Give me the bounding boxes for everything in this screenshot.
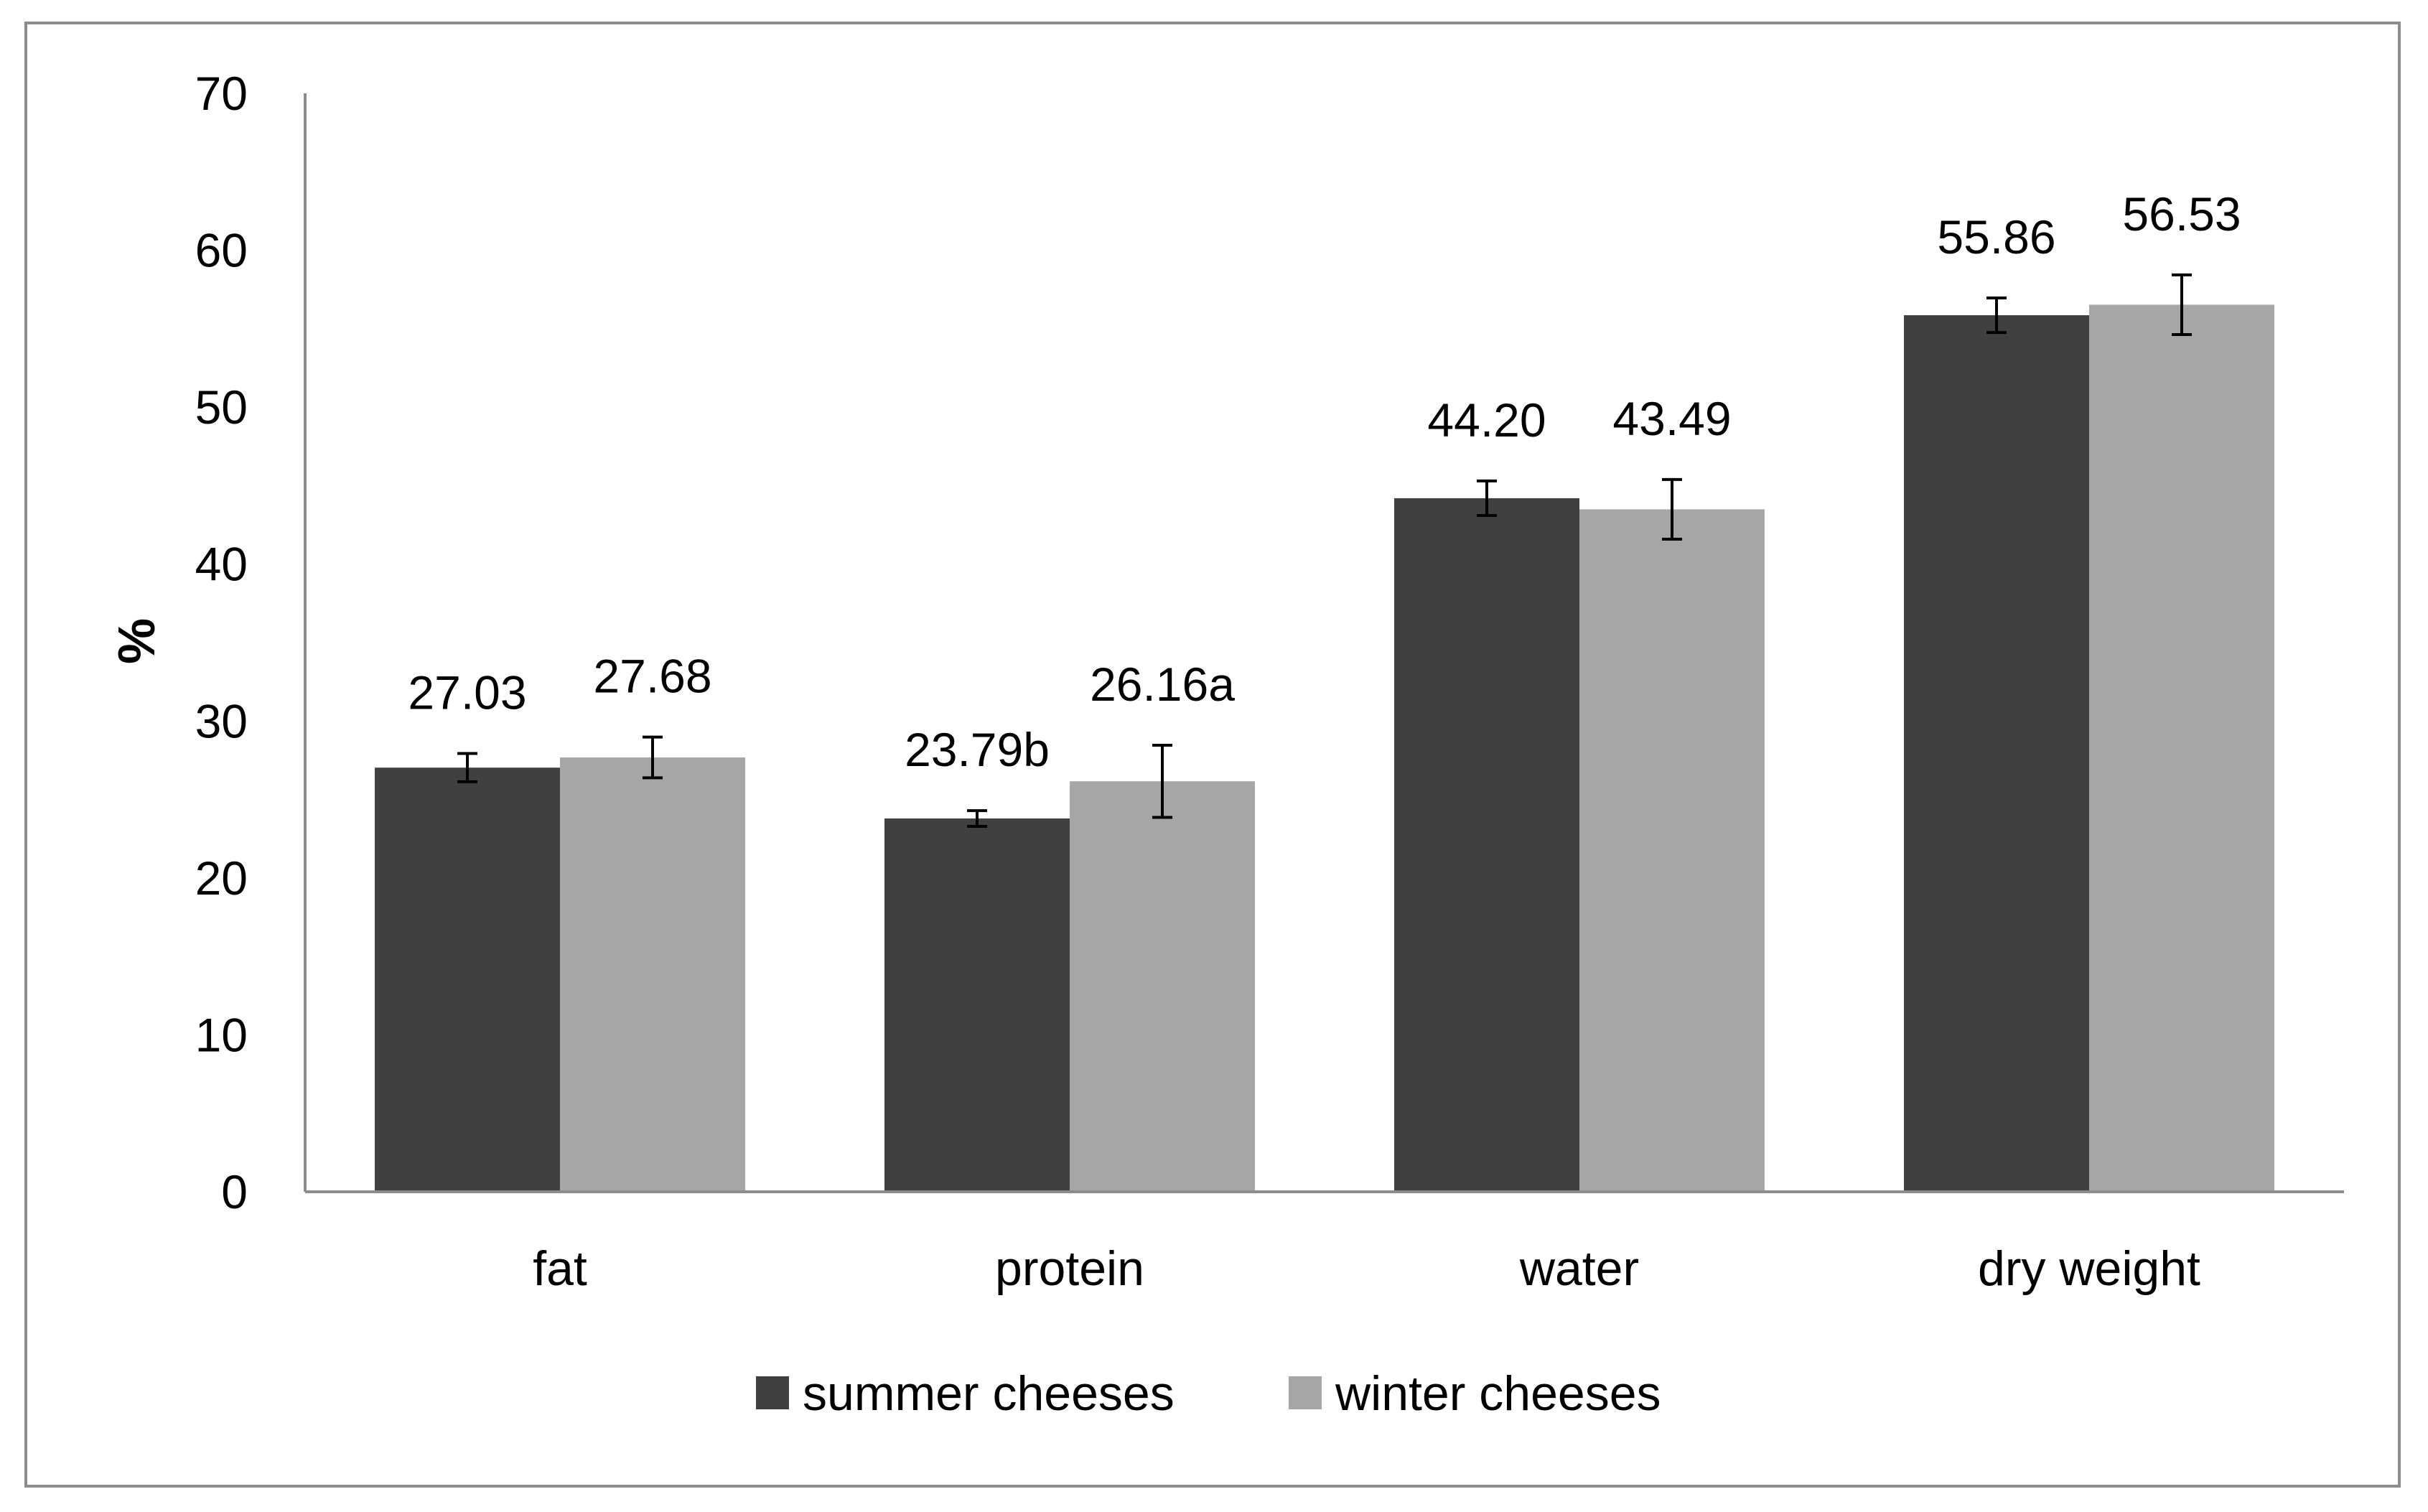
error-bar-dry-weight-summer bbox=[1986, 297, 2007, 335]
error-bar-protein-summer bbox=[967, 809, 987, 828]
error-bar-fat-winter bbox=[643, 735, 663, 780]
data-label-protein-winter: 26.16a bbox=[1090, 658, 1235, 711]
bar-water-winter bbox=[1579, 509, 1765, 1192]
y-tick-label-20: 20 bbox=[195, 851, 248, 905]
bar-protein-winter bbox=[1070, 781, 1255, 1192]
legend-label-summer: summer cheeses bbox=[803, 1366, 1175, 1421]
error-bar-water-summer bbox=[1477, 479, 1497, 517]
bar-dry-weight-winter bbox=[2089, 304, 2274, 1192]
y-tick-label-0: 0 bbox=[221, 1165, 248, 1218]
category-label-water: water bbox=[1519, 1241, 1639, 1296]
category-label-dry-weight: dry weight bbox=[1978, 1241, 2200, 1296]
bar-fat-winter bbox=[560, 757, 745, 1192]
y-tick-label-70: 70 bbox=[195, 67, 248, 120]
category-label-fat: fat bbox=[533, 1241, 587, 1296]
y-axis-title: % bbox=[108, 618, 166, 664]
data-label-water-winter: 43.49 bbox=[1612, 392, 1731, 445]
error-bar-fat-summer bbox=[457, 752, 477, 783]
data-label-fat-winter: 27.68 bbox=[593, 650, 711, 703]
bar-water-summer bbox=[1394, 498, 1579, 1192]
error-bar-protein-winter bbox=[1152, 743, 1172, 819]
legend-label-winter: winter cheeses bbox=[1335, 1366, 1661, 1421]
bar-dry-weight-summer bbox=[1904, 315, 2089, 1192]
category-labels: fat protein water dry weight bbox=[533, 1241, 2200, 1296]
bar-protein-summer bbox=[884, 818, 1070, 1192]
legend-swatch-summer bbox=[756, 1376, 789, 1409]
data-label-dry-weight-winter: 56.53 bbox=[2122, 187, 2241, 241]
error-bars bbox=[457, 273, 2192, 828]
y-tick-label-40: 40 bbox=[195, 538, 248, 591]
data-label-fat-summer: 27.03 bbox=[408, 666, 526, 719]
error-bar-dry-weight-winter bbox=[2172, 273, 2192, 336]
category-label-protein: protein bbox=[995, 1241, 1144, 1296]
data-label-water-summer: 44.20 bbox=[1427, 393, 1546, 447]
legend: summer cheeses winter cheeses bbox=[756, 1366, 1661, 1421]
y-tick-label-10: 10 bbox=[195, 1008, 248, 1061]
bar-fat-summer bbox=[375, 767, 560, 1192]
y-tick-label-50: 50 bbox=[195, 381, 248, 434]
data-label-dry-weight-summer: 55.86 bbox=[1937, 210, 2055, 263]
y-tick-label-30: 30 bbox=[195, 694, 248, 747]
error-bar-water-winter bbox=[1662, 477, 1682, 541]
data-labels: 27.03 27.68 23.79b 26.16a 44.20 43.49 55.86 56.… bbox=[408, 187, 2241, 776]
y-tick-label-60: 60 bbox=[195, 224, 248, 277]
y-axis-ticks: 0 10 20 30 40 50 60 70 bbox=[195, 67, 248, 1218]
legend-swatch-winter bbox=[1289, 1376, 1322, 1409]
axes bbox=[304, 93, 2344, 1193]
bars bbox=[375, 304, 2274, 1192]
data-label-protein-summer: 23.79b bbox=[905, 723, 1050, 776]
